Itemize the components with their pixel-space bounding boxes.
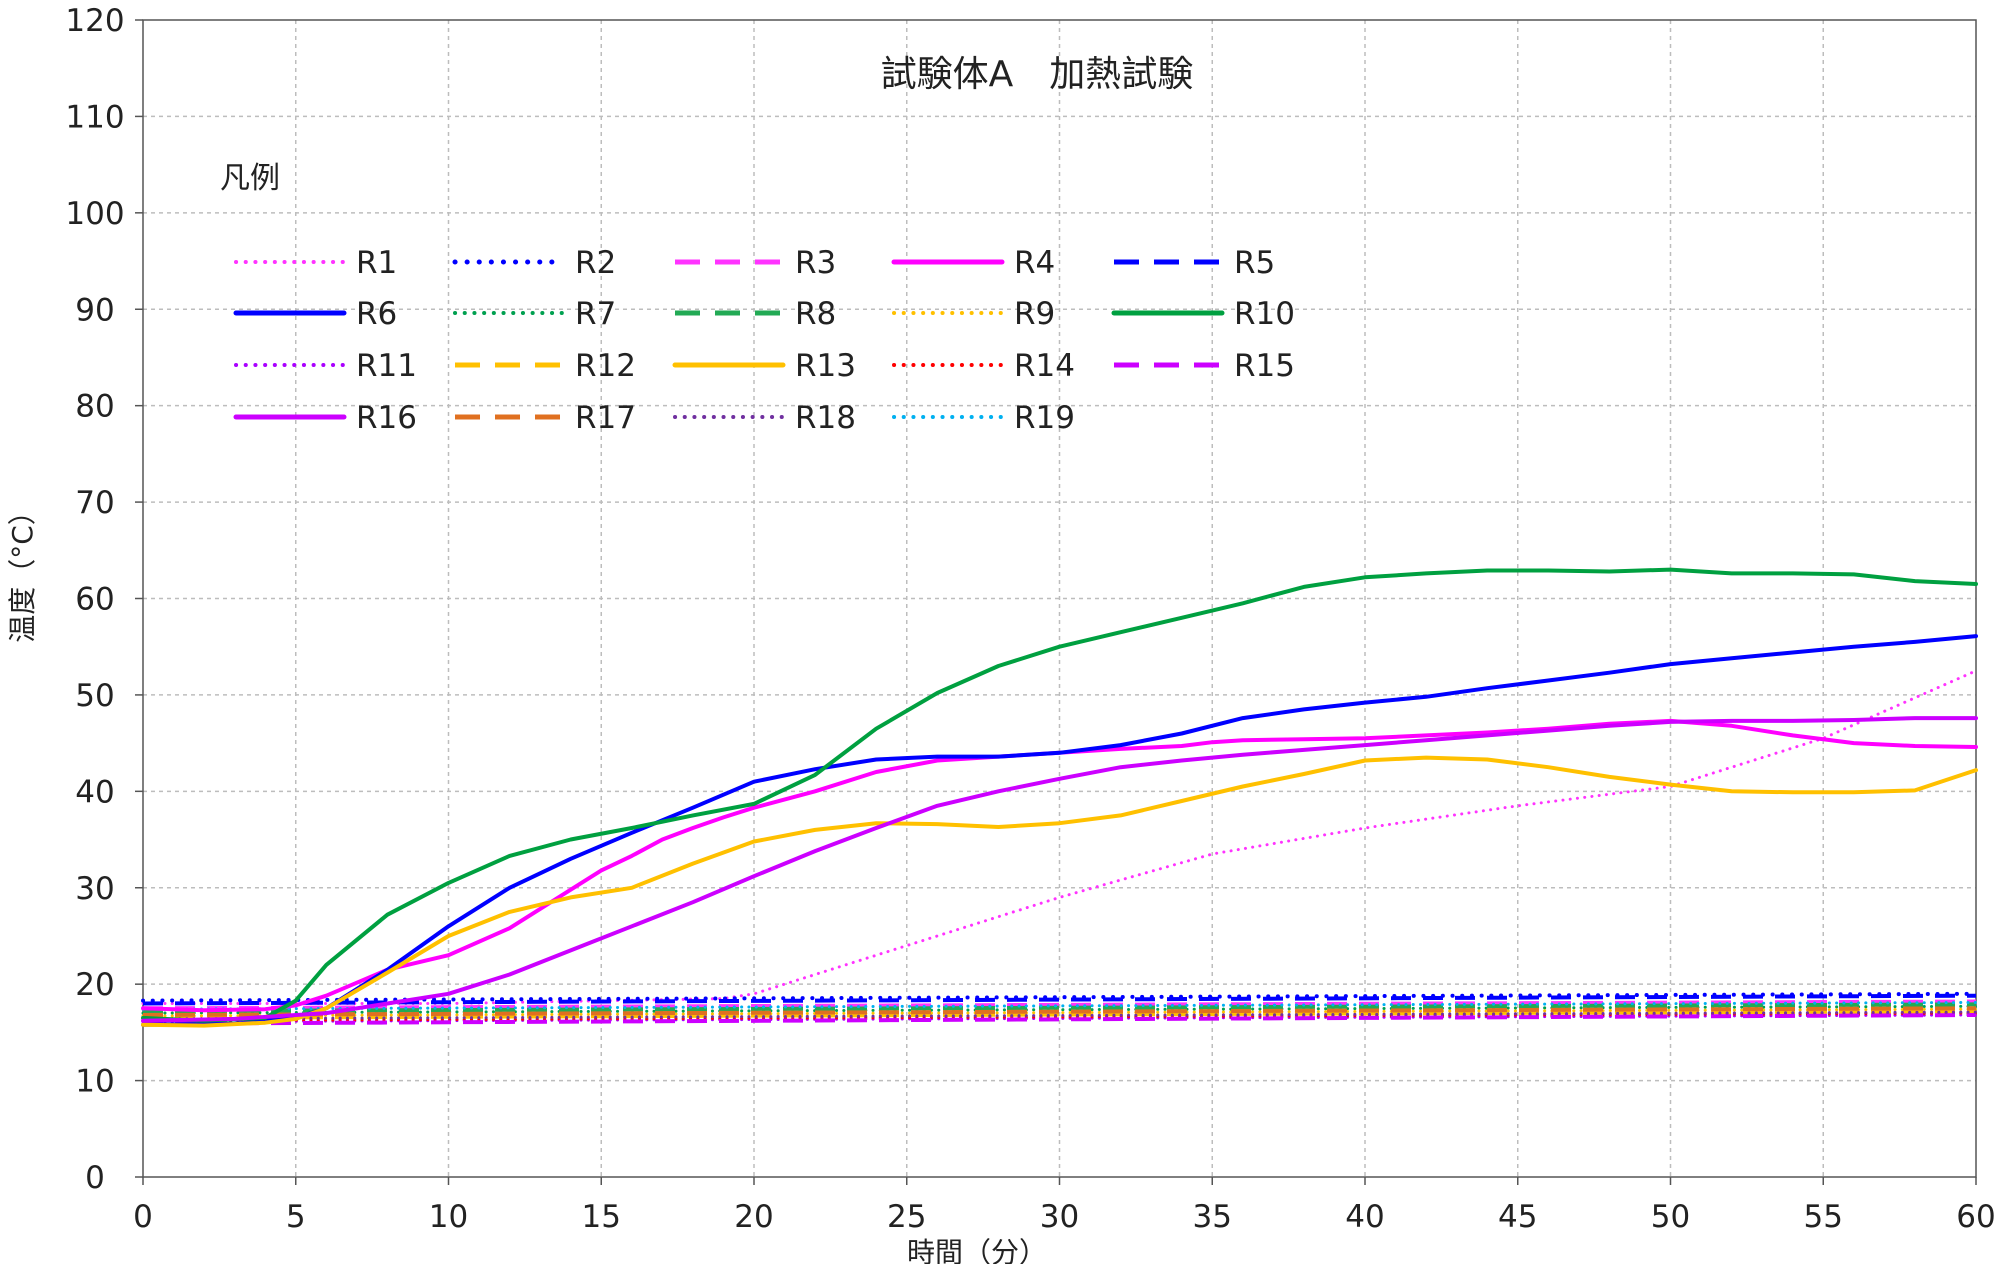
series-line-r10 — [141, 567, 1978, 1023]
legend-item-r2: R2 — [452, 245, 616, 281]
legend-item-r11: R11 — [234, 348, 417, 384]
legend-item-r4: R4 — [891, 245, 1055, 281]
y-tick-label: 120 — [65, 3, 124, 39]
x-tick-label: 35 — [1193, 1199, 1232, 1235]
legend-label: R13 — [795, 348, 856, 384]
legend-item-r9: R9 — [892, 296, 1055, 332]
y-axis-title: 温度（°C） — [6, 497, 39, 643]
legend-label: R19 — [1014, 400, 1075, 436]
series-line-r14 — [141, 1011, 1978, 1023]
y-tick-label: 80 — [75, 389, 114, 425]
series-line-r6 — [141, 634, 1978, 1027]
x-tick-label: 40 — [1345, 1199, 1384, 1235]
legend-title: 凡例 — [220, 161, 280, 196]
series-line-r5 — [142, 993, 1977, 1006]
legend-label: R9 — [1014, 296, 1055, 332]
legend-label: R18 — [795, 400, 856, 436]
legend-label: R16 — [356, 400, 417, 436]
legend-label: R14 — [1014, 348, 1075, 384]
x-tick-label: 20 — [734, 1199, 773, 1235]
legend-label: R5 — [1234, 245, 1275, 281]
series-line-r19 — [141, 1001, 1978, 1011]
series-line-r13 — [141, 755, 1978, 1028]
legend-label: R17 — [575, 400, 636, 436]
legend-label: R1 — [356, 245, 397, 281]
legend-item-r15: R15 — [1114, 348, 1295, 384]
legend-item-r19: R19 — [892, 400, 1075, 436]
x-tick-label: 50 — [1651, 1199, 1690, 1235]
y-tick-label: 100 — [65, 196, 124, 232]
legend-label: R3 — [795, 245, 836, 281]
legend-item-r8: R8 — [675, 296, 836, 332]
x-tick-label: 10 — [429, 1199, 468, 1235]
y-axis: 0 10 20 30 40 50 60 70 80 90 100 110 120 — [65, 3, 143, 1196]
legend-label: R6 — [356, 296, 397, 332]
legend-item-r6: R6 — [233, 296, 397, 332]
legend-item-r7: R7 — [453, 296, 616, 332]
series-line-r8 — [142, 1002, 1977, 1014]
legend-label: R10 — [1234, 296, 1295, 332]
x-tick-label: 30 — [1040, 1199, 1079, 1235]
legend-label: R8 — [795, 296, 836, 332]
legend-item-r12: R12 — [455, 348, 636, 384]
y-tick-label: 90 — [75, 292, 114, 328]
legend-label: R12 — [575, 348, 636, 384]
x-tick-label: 15 — [582, 1199, 621, 1235]
x-tick-label: 25 — [887, 1199, 926, 1235]
y-tick-label: 30 — [75, 871, 114, 907]
y-tick-label: 50 — [75, 678, 114, 714]
legend-item-r5: R5 — [1114, 245, 1275, 281]
legend-label: R4 — [1014, 245, 1055, 281]
x-tick-label: 0 — [133, 1199, 153, 1235]
legend-item-r3: R3 — [675, 245, 836, 281]
legend-label: R7 — [575, 296, 616, 332]
legend-item-r13: R13 — [672, 348, 856, 384]
legend-label: R15 — [1234, 348, 1295, 384]
series-line-r17 — [142, 1006, 1977, 1017]
legend-item-r17: R17 — [455, 400, 636, 436]
legend-item-r14: R14 — [892, 348, 1075, 384]
y-tick-label: 20 — [75, 967, 114, 1003]
series-line-r15 — [142, 1013, 1977, 1026]
y-tick-label: 40 — [75, 774, 114, 810]
x-axis-title: 時間（分） — [907, 1236, 1047, 1264]
y-tick-label: 60 — [75, 582, 114, 618]
x-tick-label: 5 — [286, 1199, 306, 1235]
x-tick-label: 55 — [1804, 1199, 1843, 1235]
x-tick-label: 60 — [1956, 1199, 1995, 1235]
chart-title: 試験体A 加熱試験 — [881, 54, 1194, 95]
legend-item-r18: R18 — [673, 400, 856, 436]
y-tick-label: 10 — [75, 1064, 114, 1100]
legend-item-r10: R10 — [1111, 296, 1295, 332]
legend-label: R11 — [356, 348, 417, 384]
grid — [143, 20, 1976, 1177]
x-tick-label: 45 — [1498, 1199, 1537, 1235]
legend-item-r1: R1 — [234, 245, 397, 281]
y-tick-label: 0 — [85, 1160, 105, 1196]
y-tick-label: 70 — [75, 485, 114, 521]
series-line-r16 — [141, 716, 1978, 1023]
legend-items: R1 R2 R3 R4 R5 R6 R7 R8 R9 R10 R11 R12 R13 R14 R15 R16 R… — [233, 245, 1295, 436]
legend-item-r16: R16 — [233, 400, 417, 436]
series-line-r18 — [141, 1010, 1978, 1021]
y-tick-label: 110 — [65, 99, 124, 135]
x-axis: 0 5 10 15 20 25 30 35 40 45 50 55 60 — [133, 1177, 1996, 1235]
legend-label: R2 — [575, 245, 616, 281]
series-lines — [141, 567, 1978, 1028]
